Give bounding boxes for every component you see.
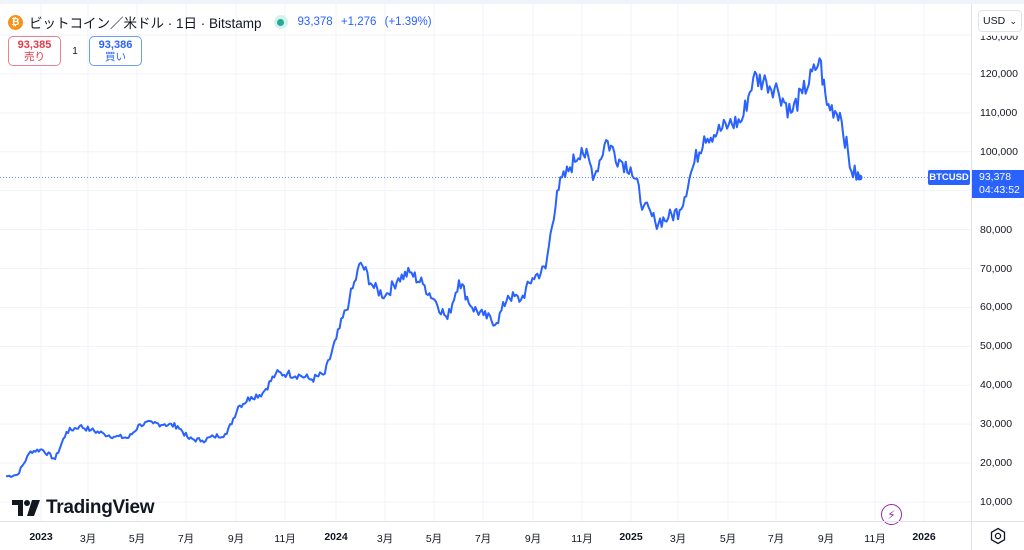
time-axis-month-label: 11月 [864,533,886,545]
time-axis-month-label: 11月 [274,533,296,545]
time-axis-month-label: 5月 [128,533,146,545]
time-axis[interactable]: 2023 3月 5月 7月 9月 11月 2024 3月 5月 7月 9月 11月 2025 3月 5月 7月… [0,521,971,550]
price-axis-label: 60,000 [980,301,1013,314]
time-axis-year-label: 2023 [29,531,53,543]
chart-legend: ₿ ビットコイン／米ドル · 1日 · Bitstamp 93,378 +1,2… [8,12,437,32]
price-axis-label: 120,000 [980,67,1018,80]
time-axis-month-label: 9月 [524,533,542,545]
price-axis-label: 100,000 [980,145,1018,158]
symbol-price-tag: BTCUSD [928,170,970,186]
buy-price: 93,386 [98,39,133,51]
buy-label: 買い [105,51,126,63]
price-change: +1,276 [340,16,377,28]
time-axis-month-label: 9月 [817,533,835,545]
chevron-down-icon: ⌄ [1009,15,1017,26]
time-axis-month-label: 3月 [79,533,97,545]
last-price-tag: 93,378 04:43:52 [972,170,1024,199]
sell-button[interactable]: 93,385 売り [8,36,61,66]
price-change-percent: (+1.39%) [384,16,432,28]
time-axis-month-label: 7月 [767,533,785,545]
buy-button[interactable]: 93,386 買い [89,36,142,66]
symbol-title[interactable]: ビットコイン／米ドル · 1日 · Bitstamp [29,16,262,31]
time-axis-year-label: 2025 [619,531,643,543]
tradingview-logo[interactable]: TradingView [12,497,155,519]
sell-label: 売り [24,51,45,63]
price-axis-label: 10,000 [980,496,1013,508]
price-axis-label: 70,000 [980,262,1013,275]
time-axis-year-label: 2024 [324,531,348,543]
time-axis-month-label: 3月 [669,533,687,545]
quote-values: 93,378 +1,276 (+1.39%) [298,16,437,28]
chart-pane[interactable]: ₿ ビットコイン／米ドル · 1日 · Bitstamp 93,378 +1,2… [0,4,971,525]
last-price-tag-price: 93,378 [979,171,1012,184]
time-axis-month-label: 5月 [719,533,737,545]
bitcoin-icon: ₿ [8,14,23,30]
bar-countdown: 04:43:52 [979,184,1020,197]
tradingview-logo-icon [12,500,40,516]
price-axis[interactable]: 10,000 20,000 30,000 40,000 50,000 60,000 70,0… [971,4,1024,521]
price-axis-label: 30,000 [980,418,1013,431]
time-axis-month-label: 7月 [474,533,492,545]
currency-select[interactable]: USD ⌄ [978,10,1022,32]
time-axis-month-label: 7月 [177,533,195,545]
price-axis-label: 20,000 [980,457,1013,470]
time-axis-year-label: 2026 [912,531,936,543]
settings-icon [990,527,1006,545]
time-axis-month-label: 3月 [376,533,394,545]
price-chart-plot[interactable] [0,4,971,521]
btcusd-price-line[interactable] [5,57,861,478]
tradingview-logo-text: TradingView [46,497,155,518]
sell-price: 93,385 [17,39,52,51]
trade-buttons: 93,385 売り 1 93,386 買い [8,36,142,66]
time-axis-month-label: 11月 [571,533,593,545]
currency-value: USD [983,15,1006,27]
spread-value: 1 [72,45,78,57]
price-axis-label: 80,000 [980,223,1013,236]
price-axis-label: 130,000 [980,31,1018,43]
last-price-marker [856,174,863,181]
chart-settings-button[interactable] [971,521,1024,550]
price-axis-label: 40,000 [980,379,1013,392]
price-axis-label: 110,000 [980,106,1018,119]
last-price: 93,378 [297,16,333,28]
price-axis-label: 50,000 [980,340,1013,353]
market-open-status-icon[interactable] [273,15,288,29]
lightning-icon[interactable]: ⚡ [881,504,902,525]
top-border [0,0,1024,4]
time-axis-month-label: 5月 [425,533,443,545]
time-axis-month-label: 9月 [227,533,245,545]
